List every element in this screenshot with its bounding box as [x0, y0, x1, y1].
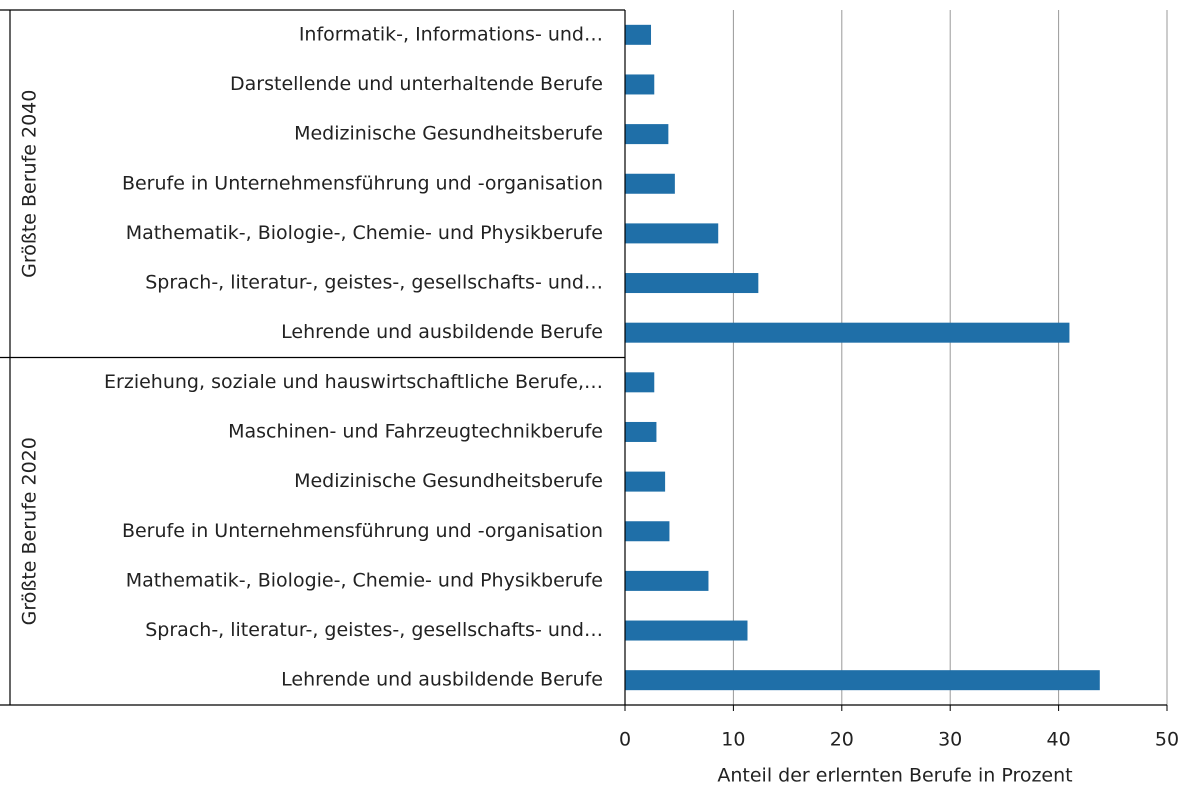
bar	[625, 173, 675, 194]
y-tick-label: Medizinische Gesundheitsberufe	[294, 123, 603, 145]
y-tick-label: Sprach-, literatur-, geistes-, gesellsch…	[145, 619, 603, 641]
x-axis-label: Anteil der erlernten Berufe in Prozent	[717, 765, 1072, 787]
bar	[625, 273, 759, 294]
x-tick-label: 50	[1155, 729, 1179, 751]
x-tick-label: 10	[721, 729, 745, 751]
y-tick-label: Erziehung, soziale und hauswirtschaftlic…	[104, 371, 603, 393]
bar	[625, 421, 657, 442]
bar	[625, 670, 1100, 691]
y-tick-label: Berufe in Unternehmensführung und -organ…	[122, 172, 603, 194]
bar	[625, 322, 1070, 343]
y-tick-label: Darstellende und unterhaltende Berufe	[230, 73, 603, 95]
x-tick-label: 0	[619, 729, 631, 751]
x-tick-label: 30	[938, 729, 962, 751]
x-tick-label: 40	[1047, 729, 1071, 751]
bar	[625, 620, 748, 641]
y-tick-label: Medizinische Gesundheitsberufe	[294, 470, 603, 492]
y-tick-label: Mathematik-, Biologie-, Chemie- und Phys…	[126, 222, 603, 244]
bar	[625, 570, 709, 591]
y-tick-label: Mathematik-, Biologie-, Chemie- und Phys…	[126, 569, 603, 591]
group-label: Größte Berufe 2040	[19, 90, 41, 278]
bar	[625, 24, 652, 45]
group-label: Größte Berufe 2020	[19, 437, 41, 625]
y-tick-label: Maschinen- und Fahrzeugtechnikberufe	[228, 420, 603, 442]
y-tick-label: Berufe in Unternehmensführung und -organ…	[122, 520, 603, 542]
y-tick-label: Lehrende und ausbildende Berufe	[281, 669, 603, 691]
y-tick-label: Informatik-, Informations- und…	[299, 23, 603, 45]
bar	[625, 521, 670, 542]
x-tick-label: 20	[830, 729, 854, 751]
bar	[625, 124, 669, 145]
bar	[625, 74, 655, 95]
y-tick-label: Lehrende und ausbildende Berufe	[281, 321, 603, 343]
bar	[625, 372, 655, 393]
bar	[625, 471, 666, 492]
y-tick-label: Sprach-, literatur-, geistes-, gesellsch…	[145, 272, 603, 294]
bar	[625, 223, 719, 244]
